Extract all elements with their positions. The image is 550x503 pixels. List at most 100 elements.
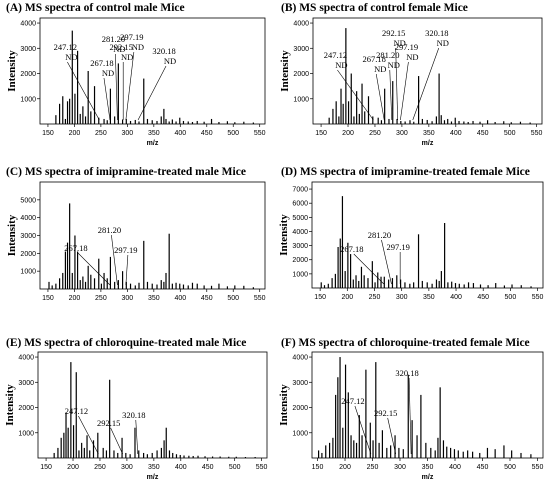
- leader-line: [395, 47, 398, 121]
- leader-line: [375, 73, 385, 121]
- y-tick-label: 4000: [18, 355, 34, 362]
- ms-spectrum-chart-f: 1000 2000 3000 4000 150 200 250 300 350 400 450 500…: [278, 351, 544, 481]
- peak-note: ND: [132, 42, 144, 52]
- leader-line: [125, 254, 129, 286]
- x-tick-label: 300: [122, 130, 134, 137]
- x-tick-label: 550: [532, 294, 544, 301]
- peak-label: 320.18: [425, 28, 448, 38]
- peak-note: ND: [164, 56, 176, 66]
- x-tick-label: 300: [394, 464, 406, 471]
- x-tick-label: 200: [339, 464, 351, 471]
- leader-line: [337, 69, 374, 121]
- x-tick-label: 550: [254, 295, 266, 302]
- leader-line: [381, 239, 392, 285]
- panel-e: (E) MS spectra of chloroquine-treated ma…: [0, 335, 275, 503]
- x-tick-label: 250: [369, 130, 381, 137]
- panel-title: (A) MS spectra of control male Mice: [6, 2, 185, 14]
- x-tick-label: 350: [423, 294, 435, 301]
- peak-note: ND: [335, 60, 347, 70]
- y-axis-label: Intensity: [6, 214, 18, 256]
- x-tick-label: 450: [202, 464, 214, 471]
- y-tick-label: 2000: [18, 405, 34, 412]
- peak-label: 320.18: [152, 46, 175, 56]
- y-tick-label: 5000: [292, 215, 308, 222]
- y-tick-label: 4000: [20, 215, 36, 222]
- y-tick-label: 4000: [293, 21, 309, 28]
- peak-note: ND: [65, 52, 77, 62]
- ms-spectrum-chart-e: 1000 2000 3000 4000 150 200 250 300 350 400 450 500…: [4, 351, 268, 481]
- panel-b: (B) MS spectra of control female Mice 10…: [275, 0, 550, 168]
- x-tick-label: 250: [95, 295, 107, 302]
- y-tick-label: 7000: [292, 187, 308, 194]
- panel-title: (B) MS spectra of control female Mice: [281, 2, 468, 14]
- y-tick-label: 2000: [20, 251, 36, 258]
- peak-note: ND: [102, 68, 114, 78]
- leader-line: [353, 253, 385, 285]
- x-tick-label: 350: [148, 130, 160, 137]
- leader-line: [111, 234, 118, 286]
- panel-title: (D) MS spectra of imipramine-treated fem…: [281, 166, 530, 178]
- peak-label: 281.20: [98, 225, 121, 235]
- plot-frame: [39, 17, 266, 125]
- y-axis-label: Intensity: [278, 384, 290, 426]
- panel-d: (D) MS spectra of imipramine-treated fem…: [275, 164, 550, 332]
- y-tick-label: 4000: [292, 355, 308, 362]
- y-axis-label: Intensity: [278, 214, 290, 256]
- x-tick-label: 400: [450, 294, 462, 301]
- peak-note: ND: [394, 38, 406, 48]
- x-tick-label: 400: [175, 464, 187, 471]
- ms-spectrum-chart-d: 1000 2000 3000 4000 5000 6000 7000 150 200 250 300…: [278, 181, 544, 301]
- y-tick-label: 1000: [18, 430, 34, 437]
- peak-label: 267.18: [340, 244, 363, 254]
- y-axis-label: Intensity: [6, 50, 18, 92]
- peak-label: 292.15: [382, 28, 405, 38]
- peak-label: 281.20: [368, 230, 391, 240]
- peak-label: 292.15: [110, 42, 133, 52]
- x-tick-label: 250: [369, 294, 381, 301]
- y-tick-label: 3000: [293, 46, 309, 53]
- peak-note: ND: [388, 60, 400, 70]
- y-tick-label: 1000: [293, 96, 309, 103]
- x-tick-label: 200: [341, 294, 353, 301]
- peak-label: 297.19: [120, 32, 143, 42]
- panel-title: (C) MS spectra of imipramine-treated mal…: [6, 166, 246, 178]
- y-axis-label: Intensity: [279, 50, 291, 92]
- y-tick-label: 3000: [20, 233, 36, 240]
- peak-note: ND: [406, 52, 418, 62]
- peak-label: 297.19: [114, 245, 137, 255]
- y-tick-label: 3000: [20, 46, 36, 53]
- leader-line: [354, 405, 372, 455]
- x-tick-label: 150: [40, 464, 52, 471]
- y-tick-label: 1000: [20, 96, 36, 103]
- x-tick-label: 200: [342, 130, 354, 137]
- peak-label: 247.12: [54, 42, 77, 52]
- x-tick-label: 550: [256, 464, 268, 471]
- peak-note: ND: [374, 64, 386, 74]
- x-tick-label: 150: [314, 294, 326, 301]
- x-tick-label: 500: [227, 295, 239, 302]
- y-tick-label: 2000: [292, 257, 308, 264]
- peak-label: 247.12: [324, 50, 347, 60]
- x-tick-label: 300: [396, 294, 408, 301]
- y-tick-label: 2000: [20, 71, 36, 78]
- y-tick-label: 4000: [292, 229, 308, 236]
- peak-label: 292.15: [374, 408, 397, 418]
- peak-note: ND: [437, 38, 449, 48]
- leader-line: [135, 419, 139, 455]
- panel-a: (A) MS spectra of control male Mice 1000…: [0, 0, 275, 168]
- x-tick-label: 500: [227, 130, 239, 137]
- y-tick-label: 3000: [292, 380, 308, 387]
- x-tick-label: 450: [201, 130, 213, 137]
- leader-line: [110, 427, 123, 455]
- x-tick-label: 500: [504, 464, 516, 471]
- x-tick-label: 150: [315, 130, 327, 137]
- x-tick-label: 550: [532, 464, 544, 471]
- leader-line: [389, 69, 393, 121]
- leader-line: [125, 51, 135, 121]
- peak-label: 320.18: [122, 410, 145, 420]
- y-tick-label: 3000: [18, 380, 34, 387]
- y-tick-label: 1000: [20, 269, 36, 276]
- x-tick-label: 300: [396, 130, 408, 137]
- y-tick-label: 5000: [20, 197, 36, 204]
- y-axis-label: Intensity: [4, 384, 16, 426]
